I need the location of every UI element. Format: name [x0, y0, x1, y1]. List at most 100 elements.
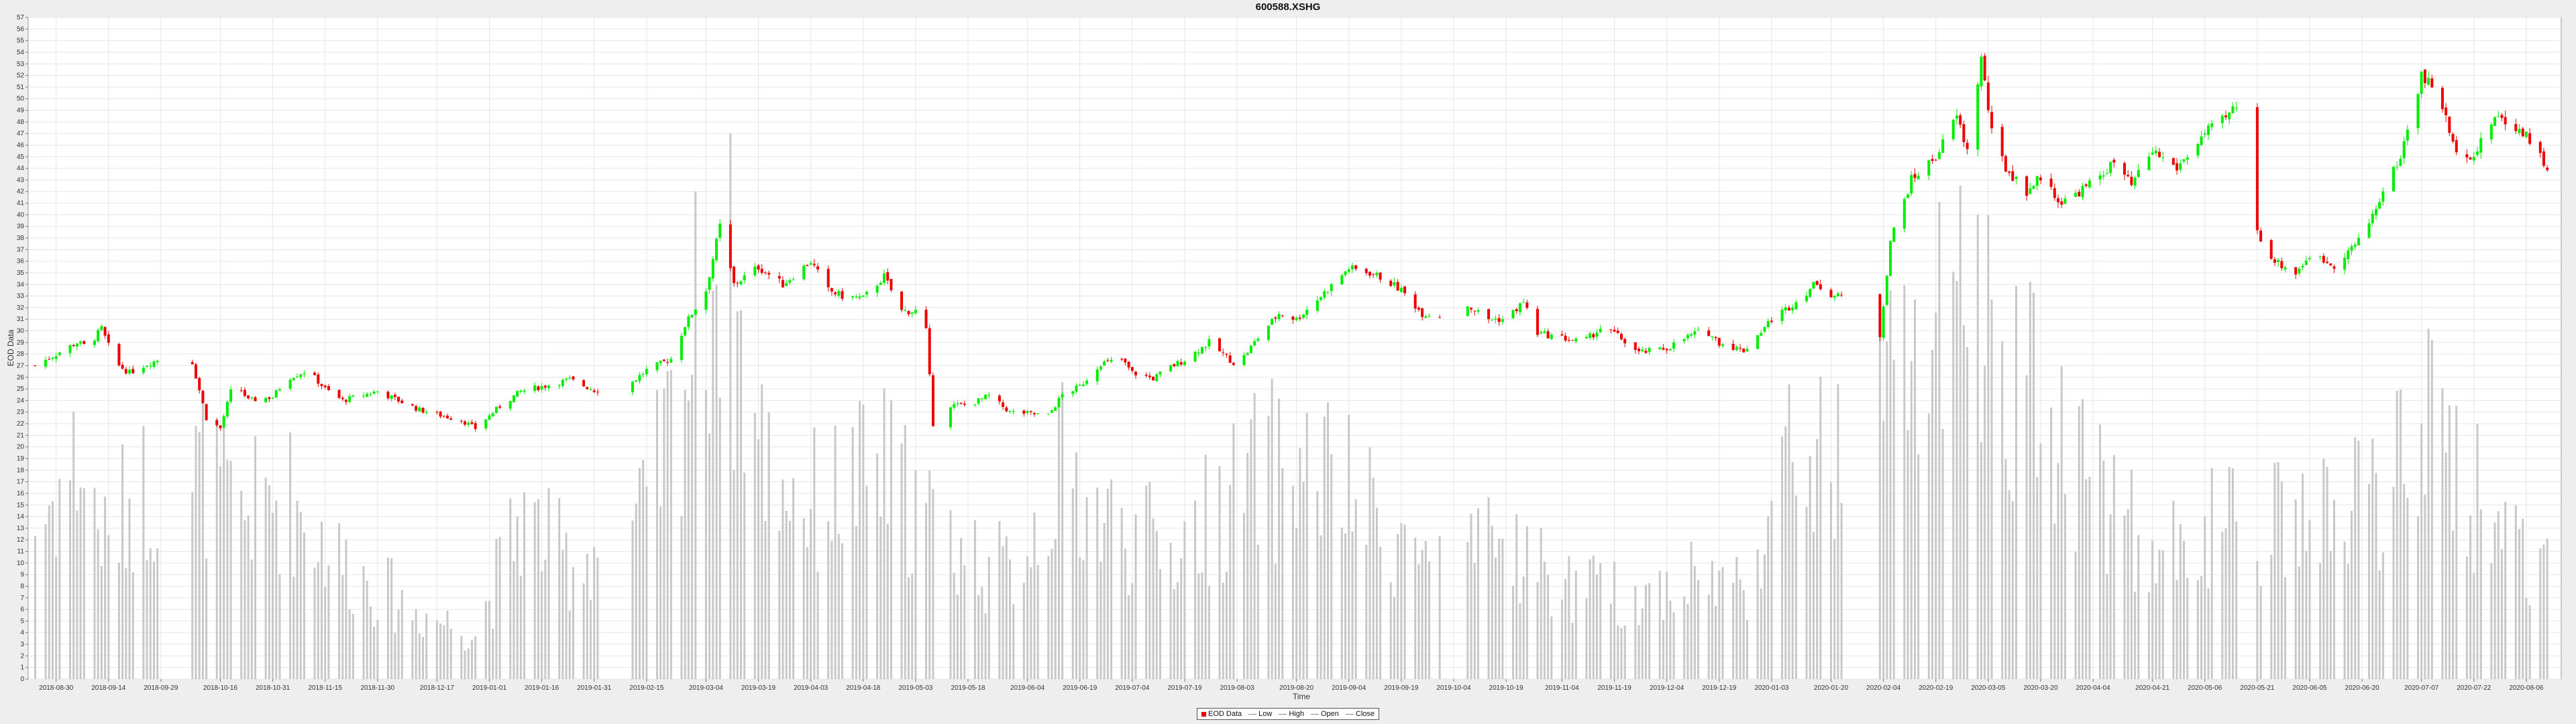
volume-bar — [900, 443, 903, 679]
candle-body — [152, 361, 156, 367]
candle-body — [2304, 260, 2308, 265]
volume-bar — [1568, 556, 1570, 679]
legend-item-high: High — [1279, 710, 1304, 718]
volume-bar — [1061, 381, 1064, 679]
candle-body — [1990, 112, 1994, 129]
candle-body — [900, 291, 904, 310]
candle-body — [372, 391, 376, 394]
candle-body — [963, 404, 966, 406]
volume-bar — [2522, 518, 2524, 679]
candle-body — [1571, 340, 1574, 341]
volume-bar — [736, 311, 739, 679]
x-tick-label: 2018-10-16 — [203, 684, 238, 692]
volume-bar — [156, 548, 159, 679]
candle-body — [655, 362, 659, 371]
candle-body — [2329, 263, 2332, 265]
candle-body — [837, 291, 841, 296]
volume-bar — [1466, 542, 1469, 679]
volume-bar — [2455, 406, 2458, 679]
candle-body — [1379, 272, 1382, 280]
volume-bar — [1515, 514, 1518, 679]
volume-bar — [93, 487, 96, 679]
y-tick-label: 17 — [17, 479, 25, 486]
candle-body — [1976, 84, 1980, 150]
candle-body — [1403, 286, 1407, 294]
x-tick-label: 2019-10-19 — [1489, 684, 1524, 692]
volume-bar — [1250, 419, 1252, 679]
candle-body — [1907, 194, 1910, 198]
candle-body — [596, 391, 599, 393]
volume-bar — [268, 485, 270, 679]
candle-body — [592, 390, 596, 392]
volume-bar — [879, 516, 882, 679]
y-tick-label: 25 — [17, 385, 25, 393]
candle-body — [1815, 281, 1819, 285]
candle-body — [914, 310, 917, 314]
candle-body — [1054, 407, 1057, 411]
volume-bar — [205, 558, 208, 679]
volume-bar — [1316, 491, 1319, 679]
legend-swatch-high — [1279, 713, 1287, 715]
candle-body — [48, 359, 51, 360]
volume-bar — [2381, 552, 2384, 679]
volume-bar — [1596, 574, 1599, 679]
candle-body — [1155, 374, 1159, 381]
volume-bar — [1609, 603, 1612, 679]
candle-body — [1518, 303, 1521, 312]
candle-body — [1917, 176, 1920, 180]
candle-body — [1340, 275, 1344, 285]
candle-body — [743, 275, 746, 281]
candle-body — [320, 383, 323, 386]
candle-body — [2465, 154, 2469, 158]
y-tick-label: 37 — [17, 246, 25, 253]
candle-body — [2186, 157, 2189, 160]
candle-body — [1589, 333, 1592, 339]
y-tick-label: 6 — [20, 606, 24, 613]
y-tick-label: 0 — [20, 676, 24, 683]
candle-body — [2518, 129, 2521, 133]
x-tick-label: 2019-07-04 — [1115, 684, 1150, 692]
candle-body — [2235, 107, 2238, 109]
volume-bar — [1907, 430, 1909, 679]
volume-bar — [289, 432, 292, 679]
volume-bar — [827, 521, 830, 679]
candle-body — [2469, 157, 2472, 160]
volume-bar — [1079, 557, 1081, 679]
volume-bar — [247, 515, 250, 679]
x-tick-label: 2020-05-06 — [2188, 684, 2222, 692]
volume-bar — [537, 499, 539, 679]
volume-bar — [2112, 455, 2115, 679]
legend-item-eod: EOD Data — [1201, 710, 1242, 718]
volume-bar — [981, 587, 983, 679]
volume-bar — [1106, 489, 1109, 679]
y-tick-label: 38 — [17, 235, 25, 242]
candle-body — [2123, 163, 2126, 175]
y-tick-label: 5 — [20, 617, 24, 625]
y-tick-label: 42 — [17, 188, 25, 196]
candle-body — [1616, 330, 1619, 333]
candle-body — [341, 398, 344, 400]
x-tick-label: 2020-06-05 — [2292, 684, 2327, 692]
candle-body — [2538, 141, 2542, 154]
candle-body — [802, 265, 806, 280]
volume-bar — [2371, 438, 2374, 679]
candle-body — [690, 314, 694, 318]
candle-body — [1295, 317, 1298, 320]
candle-body — [1169, 365, 1173, 371]
candle-body — [1253, 341, 1256, 346]
candle-body — [1672, 342, 1676, 349]
candle-body — [488, 415, 491, 420]
y-axis-label: EOD Data — [6, 329, 15, 366]
volume-bar — [2354, 437, 2357, 679]
candle-body — [1731, 343, 1735, 350]
volume-bar — [547, 488, 550, 679]
volume-bar — [1707, 595, 1710, 679]
candle-body — [317, 374, 320, 384]
candle-body — [645, 369, 648, 375]
candle-body — [1173, 364, 1176, 367]
candle-body — [718, 223, 722, 238]
candle-body — [215, 420, 219, 426]
candle-body — [2284, 267, 2287, 270]
volume-bar — [1051, 548, 1053, 679]
volume-bar — [2452, 530, 2455, 679]
